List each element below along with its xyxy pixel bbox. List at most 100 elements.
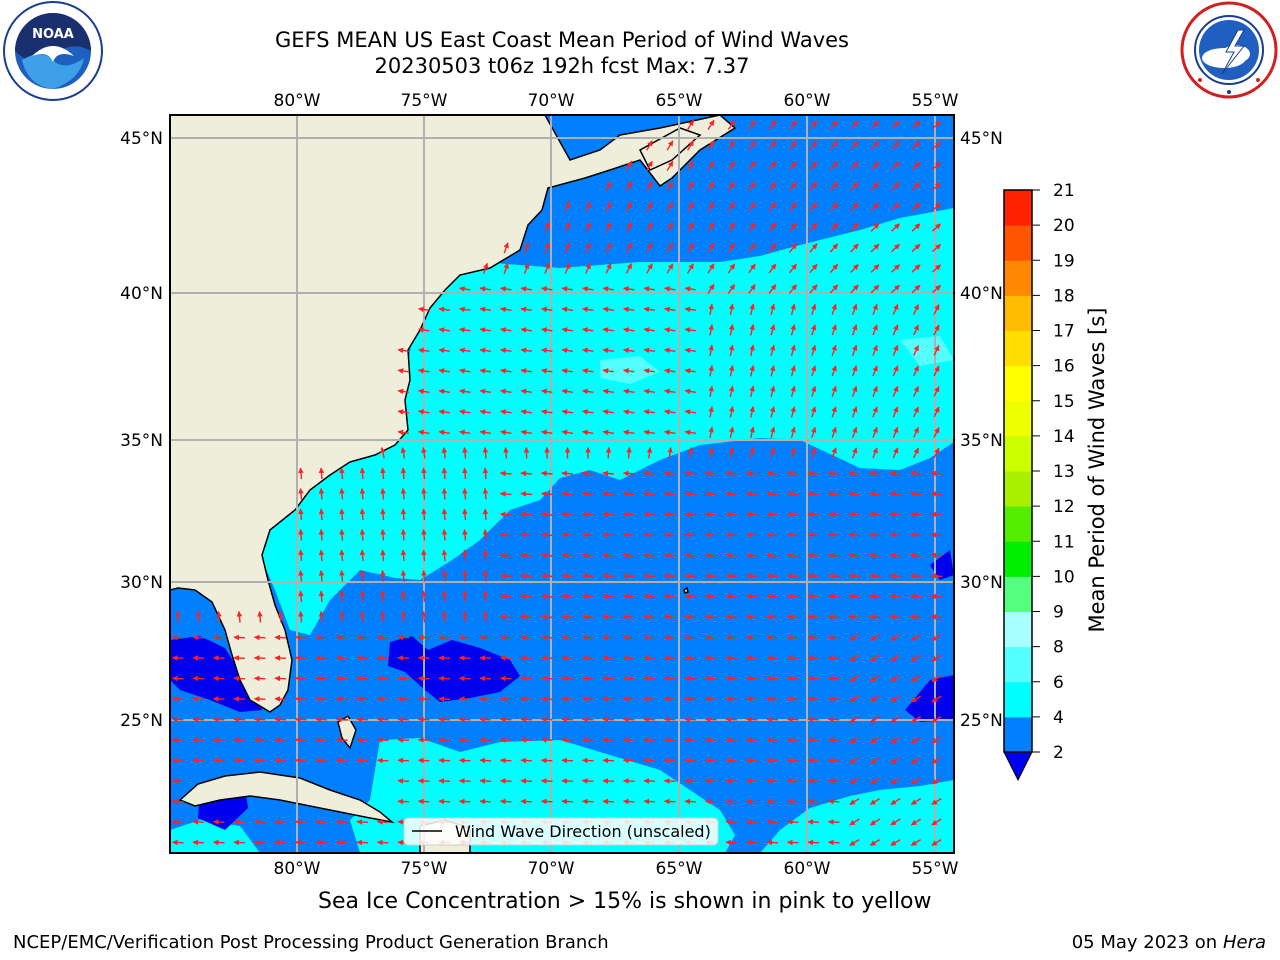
wind-wave-arrow <box>827 716 840 723</box>
wind-wave-arrow <box>233 819 246 825</box>
wind-wave-arrow <box>397 757 410 764</box>
wind-wave-arrow <box>931 695 942 703</box>
wind-wave-arrow <box>663 511 676 518</box>
wind-wave-arrow <box>339 467 345 480</box>
wind-wave-arrow <box>704 716 717 723</box>
wind-wave-arrow <box>663 634 676 641</box>
wind-wave-arrow <box>523 242 530 254</box>
wind-wave-arrow <box>582 306 594 313</box>
wind-wave-arrow <box>725 511 738 518</box>
wind-wave-arrow <box>684 532 697 538</box>
wind-wave-arrow <box>400 590 407 603</box>
wind-wave-arrow <box>212 716 225 723</box>
wind-wave-arrow <box>438 429 451 436</box>
wind-wave-arrow <box>684 327 697 333</box>
wind-wave-arrow <box>827 655 840 661</box>
wind-wave-arrow <box>438 388 451 395</box>
wind-wave-arrow <box>870 161 880 171</box>
wind-wave-arrow <box>564 262 571 274</box>
lon-label: 55°W <box>912 91 959 111</box>
wind-wave-arrow <box>462 569 468 582</box>
wind-wave-arrow <box>788 161 798 171</box>
wind-wave-arrow <box>441 549 448 562</box>
wind-wave-arrow <box>643 655 656 661</box>
wind-wave-arrow <box>687 181 694 192</box>
wind-wave-arrow <box>459 409 471 415</box>
wind-wave-arrow <box>479 737 492 743</box>
wind-wave-arrow <box>339 549 345 562</box>
wind-wave-arrow <box>766 696 779 702</box>
wind-wave-arrow <box>745 737 758 743</box>
colorbar-tick-label: 2 <box>1053 743 1064 763</box>
wind-wave-arrow <box>684 470 697 477</box>
wind-wave-arrow <box>827 757 840 764</box>
colorbar-under-triangle <box>1003 751 1033 782</box>
wind-wave-arrow <box>786 593 799 600</box>
wind-wave-arrow <box>889 552 902 559</box>
wind-wave-arrow <box>520 757 533 764</box>
wind-wave-arrow <box>707 263 715 274</box>
wind-wave-arrow <box>192 696 205 702</box>
wind-wave-arrow <box>397 716 410 723</box>
wind-wave-arrow <box>931 839 942 846</box>
wind-wave-arrow <box>643 511 656 518</box>
wind-wave-arrow <box>849 675 860 682</box>
wind-wave-arrow <box>870 202 880 212</box>
wind-wave-arrow <box>171 634 184 641</box>
wind-wave-arrow <box>520 552 533 559</box>
wind-wave-arrow <box>438 409 451 415</box>
wind-wave-arrow <box>602 306 615 313</box>
wind-wave-arrow <box>339 508 345 521</box>
wind-wave-arrow <box>253 737 266 743</box>
wind-wave-arrow <box>807 511 820 518</box>
wind-wave-arrow <box>622 757 635 764</box>
wind-wave-arrow <box>707 201 715 212</box>
wind-wave-arrow <box>749 365 755 377</box>
wind-wave-arrow <box>581 614 594 620</box>
wind-wave-arrow <box>561 429 574 436</box>
wind-wave-arrow <box>850 284 859 294</box>
lat-label: 35°N <box>960 431 1003 451</box>
wind-wave-arrow <box>851 365 858 377</box>
wind-wave-arrow <box>499 798 512 805</box>
wind-wave-arrow <box>684 573 697 579</box>
wind-wave-arrow <box>438 778 451 784</box>
wind-wave-arrow <box>356 757 369 764</box>
map-gridlines <box>170 115 954 853</box>
wind-wave-arrow <box>171 819 184 825</box>
wind-wave-arrow <box>786 696 799 702</box>
wind-wave-arrow <box>827 819 840 825</box>
wind-wave-arrow <box>356 716 369 723</box>
wind-wave-arrow <box>745 532 758 538</box>
wind-wave-arrow <box>585 201 591 213</box>
wind-wave-arrow <box>643 491 656 497</box>
wind-wave-arrow <box>417 737 430 743</box>
wind-wave-arrow <box>872 365 878 377</box>
wind-wave-arrow <box>298 590 304 603</box>
wind-wave-arrow <box>500 306 512 313</box>
wind-wave-arrow <box>872 447 878 459</box>
wind-wave-arrow <box>848 552 861 559</box>
wind-wave-arrow <box>851 406 858 418</box>
wind-wave-arrow <box>421 569 427 582</box>
wind-wave-arrow <box>870 284 880 294</box>
wind-wave-arrow <box>582 286 594 292</box>
wind-wave-arrow <box>397 675 410 682</box>
wind-wave-arrow <box>438 798 451 805</box>
nws-logo <box>1180 1 1278 99</box>
wind-wave-arrow <box>561 798 574 805</box>
wind-wave-arrow <box>602 552 615 559</box>
wind-wave-arrow <box>930 614 943 620</box>
wind-wave-arrow <box>933 427 940 438</box>
wind-wave-arrow <box>913 385 919 397</box>
wind-wave-arrow <box>745 798 758 805</box>
wind-wave-arrow <box>727 120 736 130</box>
wind-wave-arrow <box>664 388 676 395</box>
wind-wave-arrow <box>891 223 900 232</box>
wind-wave-arrow <box>541 368 553 374</box>
colorbar-swatch <box>1004 541 1032 577</box>
wind-wave-arrow <box>520 573 533 579</box>
wind-wave-arrow <box>827 634 840 641</box>
wind-wave-arrow <box>745 552 758 559</box>
wind-wave-arrow <box>581 737 594 743</box>
